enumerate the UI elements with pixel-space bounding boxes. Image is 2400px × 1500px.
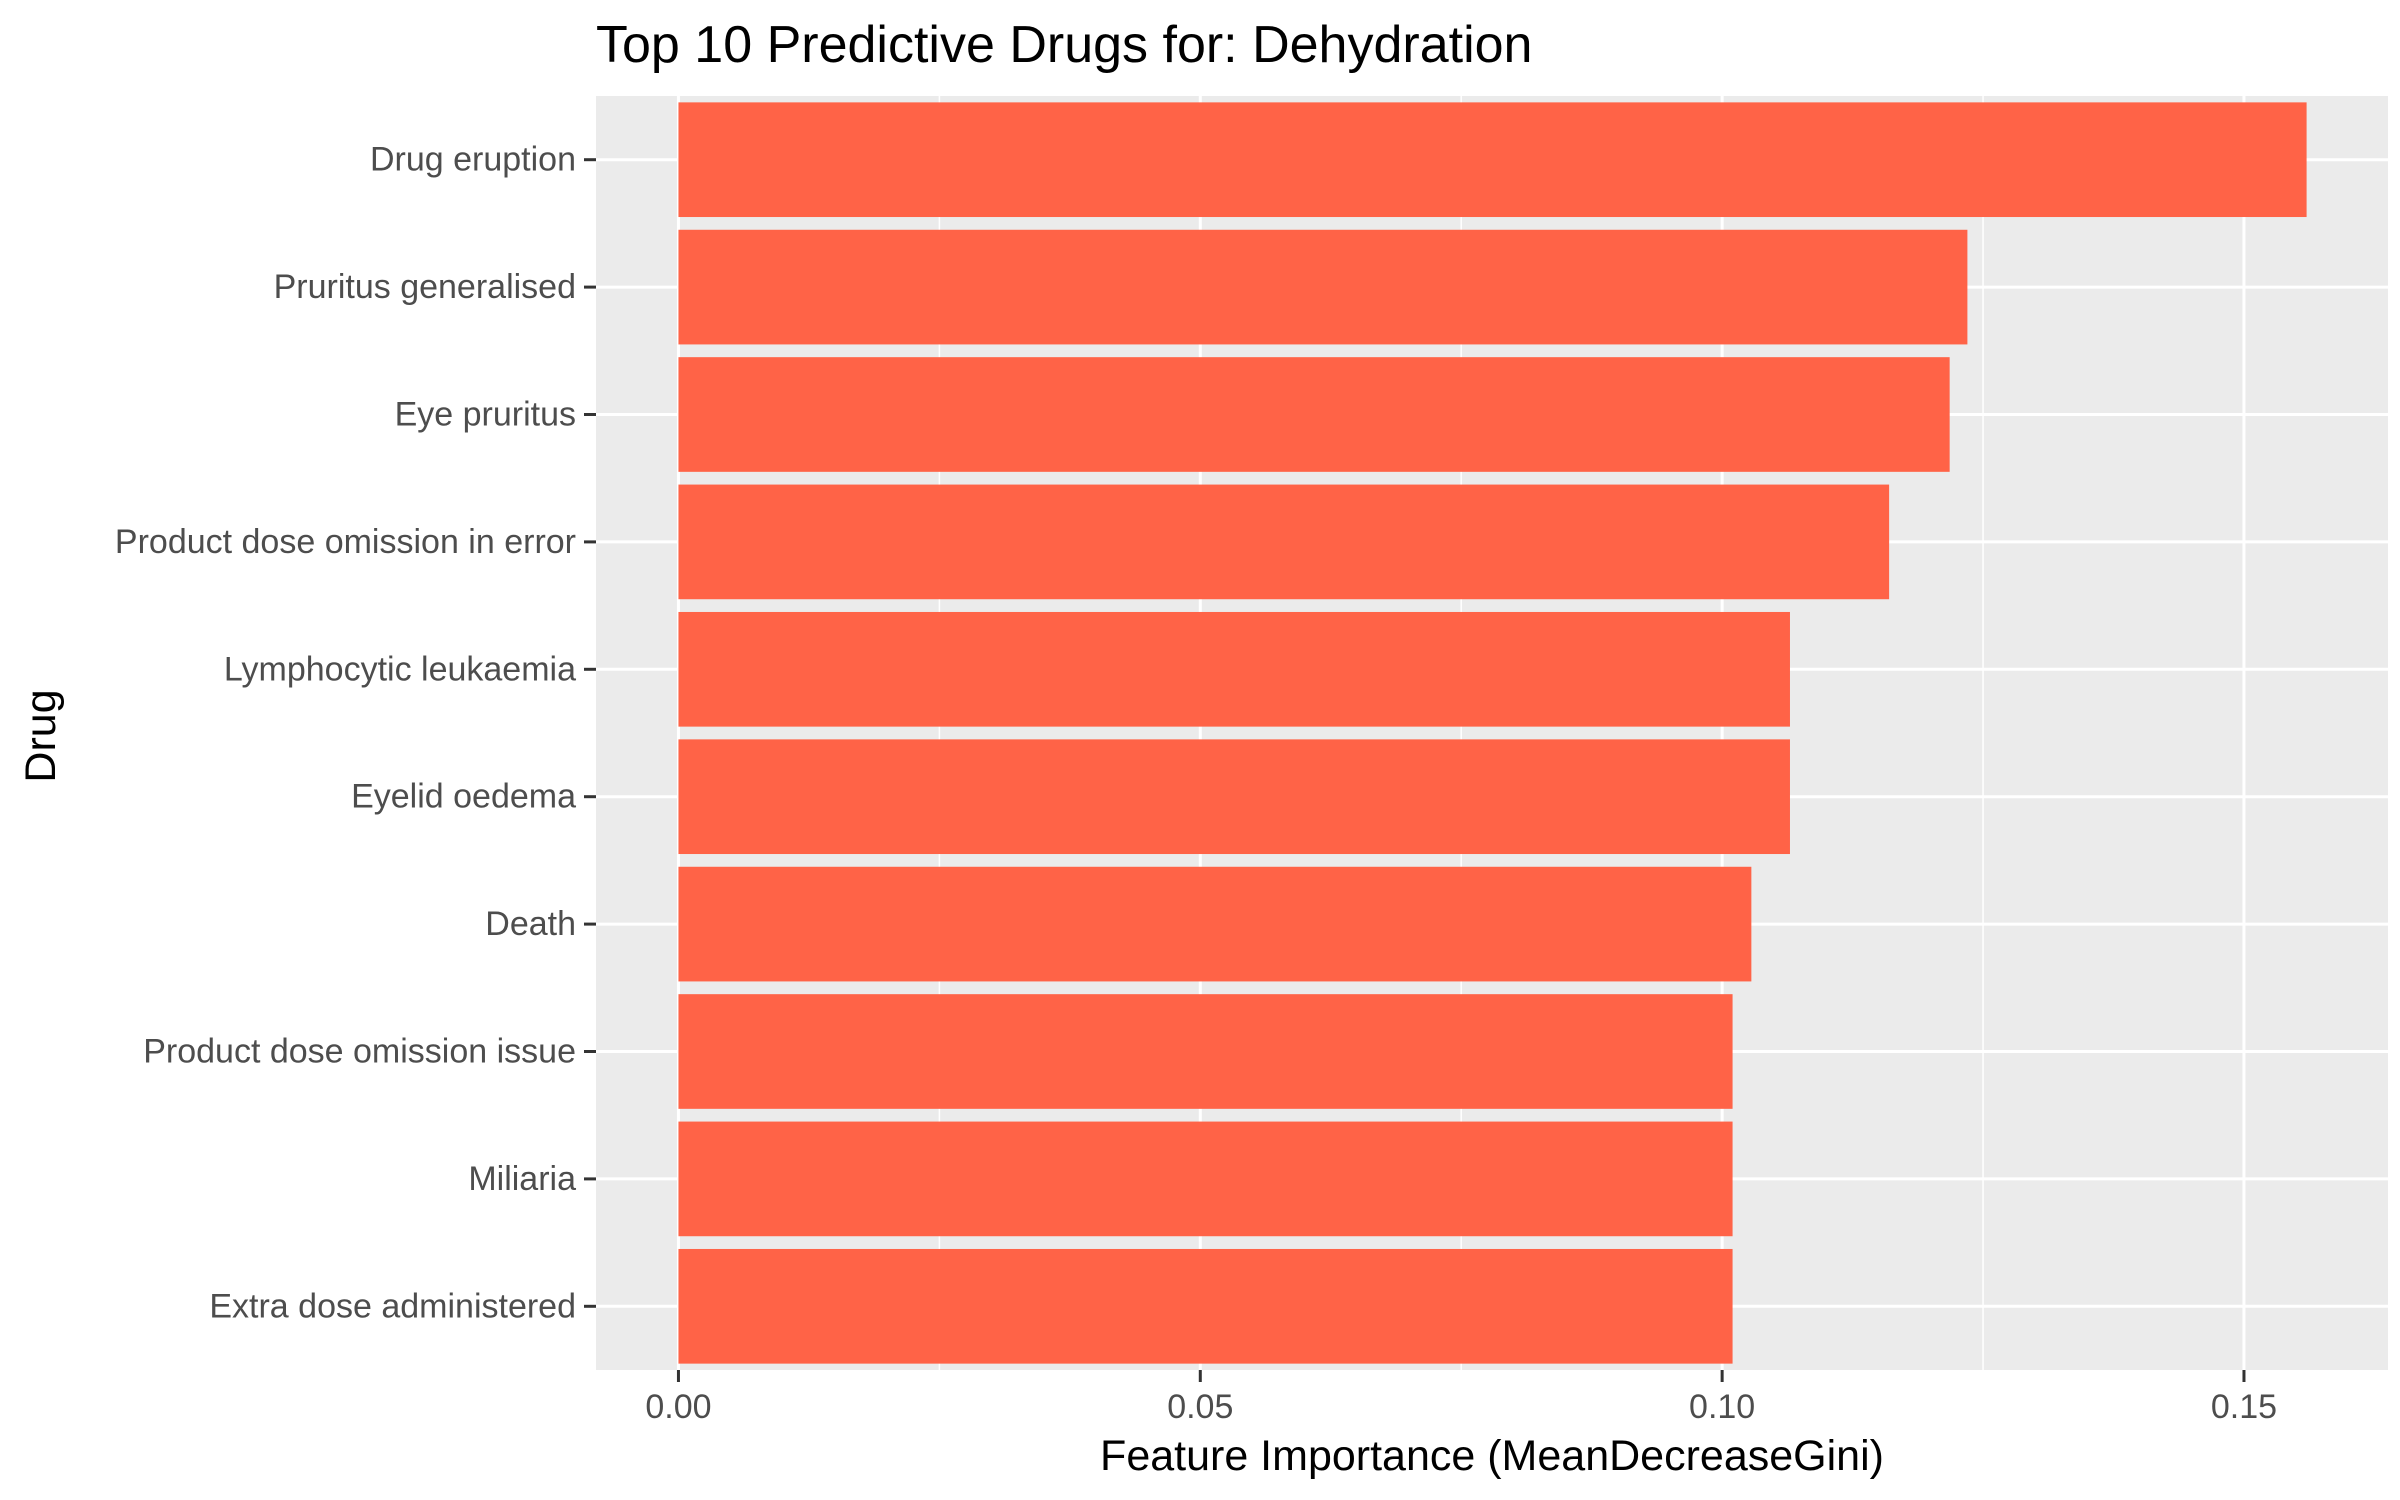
bar [678,484,1890,600]
x-tick-label: 0.05 [1167,1388,1233,1426]
y-tick-label: Product dose omission issue [143,1033,576,1071]
x-tick-label: 0.00 [645,1388,711,1426]
y-tick-label: Eye pruritus [395,396,576,434]
bar [678,229,1968,345]
y-axis: Drug eruption Pruritus generalised Eye pru… [115,141,596,1325]
bar [678,1121,1733,1237]
chart-title: Top 10 Predictive Drugs for: Dehydration [596,16,1532,74]
bars [678,102,2307,1364]
y-tick-label: Extra dose administered [209,1287,576,1325]
bar [678,611,1790,727]
bar [678,102,2307,218]
x-axis-title: Feature Importance (MeanDecreaseGini) [1100,1432,1884,1480]
y-tick-label: Product dose omission in error [115,523,576,561]
x-axis: 0.00 0.05 0.10 0.15 [645,1370,2277,1426]
x-tick-label: 0.15 [2211,1388,2277,1426]
x-tick-label: 0.10 [1689,1388,1755,1426]
bar [678,357,1950,472]
y-tick-label: Miliaria [468,1160,576,1198]
y-tick-label: Death [485,905,576,943]
bar [678,739,1790,855]
y-tick-label: Pruritus generalised [274,268,576,306]
y-tick-label: Drug eruption [370,141,576,179]
bar [678,994,1733,1109]
y-tick-label: Eyelid oedema [351,778,576,816]
bar [678,866,1752,982]
y-axis-title: Drug [17,689,65,782]
y-tick-label: Lymphocytic leukaemia [224,650,576,688]
bar [678,1248,1733,1364]
